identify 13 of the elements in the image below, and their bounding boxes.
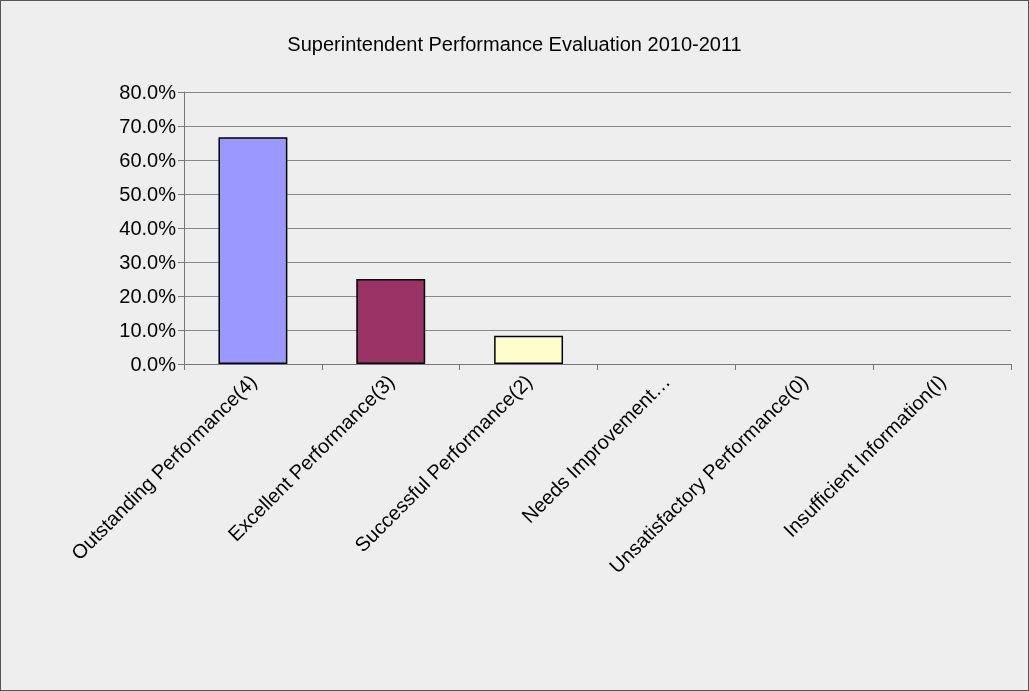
- chart-title: Superintendent Performance Evaluation 2010-2011: [287, 33, 742, 55]
- y-tick-label: 30.0%: [119, 251, 177, 273]
- bar: [356, 279, 426, 364]
- y-tick-label: 70.0%: [119, 115, 177, 137]
- y-tick-label: 10.0%: [119, 319, 177, 341]
- y-tick-label: 40.0%: [119, 217, 177, 239]
- bar: [218, 137, 288, 364]
- bar: [494, 335, 564, 364]
- y-tick-label: 0.0%: [130, 353, 177, 375]
- y-tick-label: 20.0%: [119, 285, 177, 307]
- y-tick-label: 50.0%: [119, 183, 177, 205]
- y-tick-label: 60.0%: [119, 149, 177, 171]
- y-tick-label: 80.0%: [119, 81, 177, 103]
